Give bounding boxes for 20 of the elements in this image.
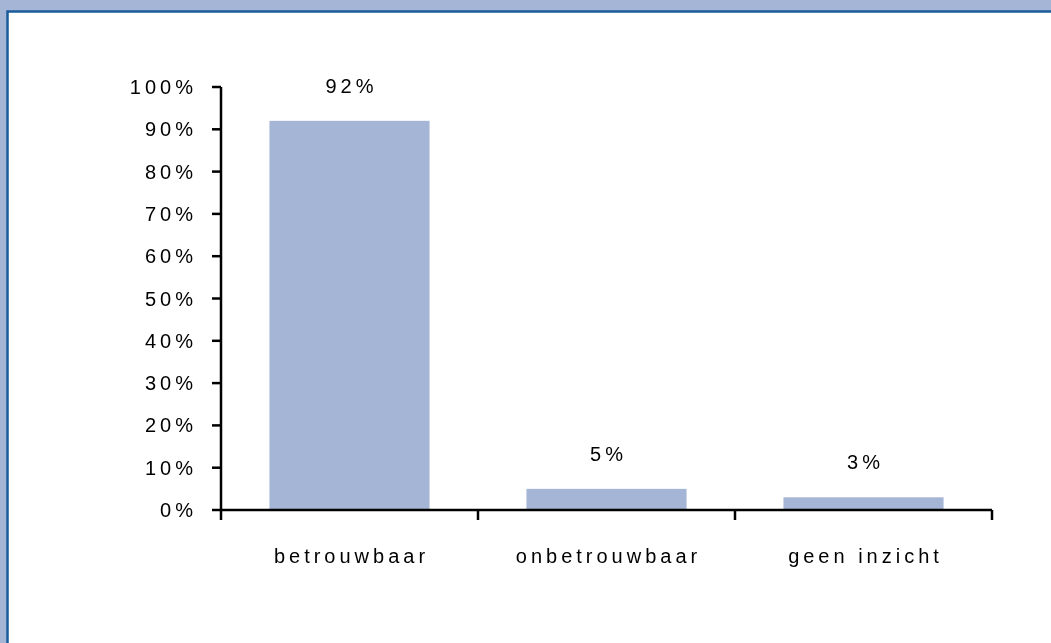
y-tick-label: 40% [144,329,197,352]
data-label: 92% [325,74,378,97]
y-tick-label: 30% [144,372,197,395]
y-tick-label: 70% [144,202,197,225]
y-tick-label: 60% [144,245,197,268]
bar [269,120,430,510]
bar [783,497,944,510]
data-label: 5% [590,442,627,465]
x-tick-label: geen inzicht [788,545,943,567]
y-tick-label: 50% [144,287,197,310]
y-tick-label: 10% [144,456,197,479]
bar [526,488,687,510]
x-tick-label: onbetrouwbaar [515,545,702,567]
x-tick-label: betrouwbaar [273,545,430,567]
y-tick-label: 0% [160,499,197,521]
y-tick-label: 20% [144,414,197,437]
y-tick-label: 80% [144,160,197,183]
data-label: 3% [847,451,884,474]
y-tick-label: 100% [129,76,197,98]
y-tick-label: 90% [144,118,197,141]
